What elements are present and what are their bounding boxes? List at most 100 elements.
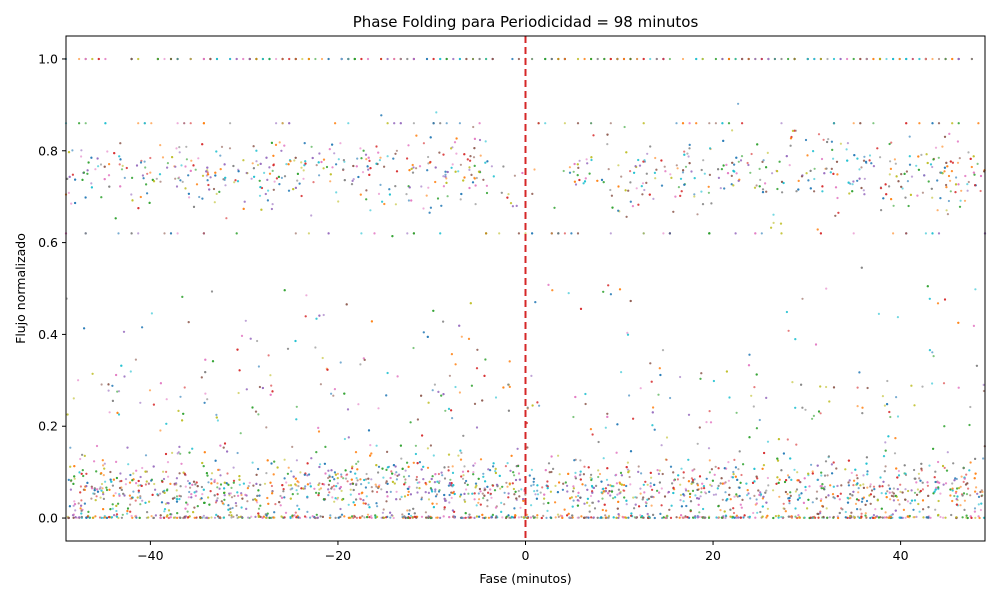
- data-point: [822, 138, 825, 141]
- data-point: [542, 502, 545, 505]
- data-point: [852, 484, 855, 487]
- data-point: [597, 469, 600, 472]
- data-point: [210, 516, 213, 519]
- data-point: [815, 490, 819, 493]
- data-point: [132, 472, 135, 475]
- data-point: [354, 472, 357, 475]
- data-point: [572, 499, 575, 502]
- data-point: [395, 471, 398, 474]
- data-point: [236, 451, 239, 455]
- data-point: [913, 404, 916, 407]
- data-point: [622, 57, 626, 61]
- data-point: [583, 465, 586, 468]
- data-point: [916, 488, 920, 491]
- data-point: [494, 470, 497, 473]
- data-point: [974, 490, 977, 493]
- data-point: [458, 57, 461, 61]
- data-point: [652, 197, 655, 200]
- data-point: [180, 462, 183, 465]
- data-point: [179, 179, 182, 182]
- data-point: [918, 57, 921, 61]
- data-point: [412, 166, 415, 169]
- data-point: [111, 384, 114, 387]
- data-point: [876, 147, 879, 150]
- data-point: [872, 122, 875, 125]
- data-point: [310, 214, 313, 217]
- data-point: [797, 179, 800, 182]
- data-point: [623, 496, 626, 499]
- data-point: [256, 339, 259, 343]
- data-point: [820, 487, 823, 490]
- data-point: [463, 481, 467, 485]
- data-point: [95, 470, 98, 473]
- data-point: [327, 488, 330, 491]
- data-point: [238, 483, 241, 486]
- data-point: [424, 511, 427, 514]
- data-point: [737, 160, 740, 163]
- data-point: [507, 383, 510, 386]
- data-point: [761, 188, 765, 191]
- data-point: [816, 228, 819, 231]
- data-point: [257, 507, 261, 510]
- data-point: [218, 190, 221, 193]
- data-point: [463, 498, 466, 501]
- data-point: [700, 190, 703, 193]
- data-point: [438, 151, 441, 154]
- data-point: [740, 155, 744, 158]
- data-point: [639, 387, 642, 390]
- data-point: [80, 155, 83, 158]
- data-point: [376, 490, 379, 494]
- data-point: [749, 497, 752, 500]
- data-point: [415, 167, 418, 170]
- data-point: [236, 491, 239, 494]
- data-point: [789, 491, 792, 494]
- data-point: [485, 191, 489, 195]
- data-point: [411, 163, 414, 167]
- data-point: [508, 482, 511, 485]
- data-point: [958, 205, 962, 208]
- data-point: [375, 444, 378, 447]
- data-point: [339, 142, 342, 145]
- data-point: [305, 294, 308, 297]
- data-point: [394, 473, 397, 476]
- data-point: [420, 498, 423, 501]
- data-point: [94, 515, 97, 518]
- data-point: [461, 477, 465, 480]
- data-point: [810, 463, 813, 466]
- data-point: [349, 493, 352, 496]
- data-point: [451, 417, 454, 420]
- data-point: [899, 490, 902, 493]
- data-point: [463, 465, 466, 468]
- data-point: [235, 504, 238, 507]
- data-point: [303, 164, 306, 167]
- data-point: [476, 348, 479, 351]
- data-point: [70, 202, 73, 205]
- data-point: [719, 187, 722, 190]
- data-point: [500, 501, 503, 504]
- data-point: [609, 484, 612, 487]
- data-point: [475, 484, 478, 487]
- data-point: [437, 481, 441, 485]
- data-point: [294, 483, 297, 486]
- data-point: [271, 203, 274, 206]
- data-point: [945, 469, 949, 472]
- data-point: [584, 402, 587, 406]
- data-point: [319, 487, 323, 490]
- data-point: [426, 169, 429, 172]
- data-point: [650, 476, 653, 479]
- data-point: [475, 504, 478, 507]
- data-point: [643, 188, 646, 192]
- data-point: [920, 153, 923, 156]
- data-point: [898, 57, 901, 61]
- data-point: [576, 57, 580, 61]
- data-point: [404, 481, 407, 484]
- data-point: [261, 57, 264, 61]
- data-point: [844, 510, 847, 514]
- data-point: [921, 481, 924, 484]
- data-point: [957, 487, 961, 490]
- data-point: [650, 504, 653, 507]
- data-point: [121, 164, 124, 167]
- data-point: [351, 465, 354, 468]
- data-point: [84, 122, 87, 125]
- data-point: [620, 175, 623, 178]
